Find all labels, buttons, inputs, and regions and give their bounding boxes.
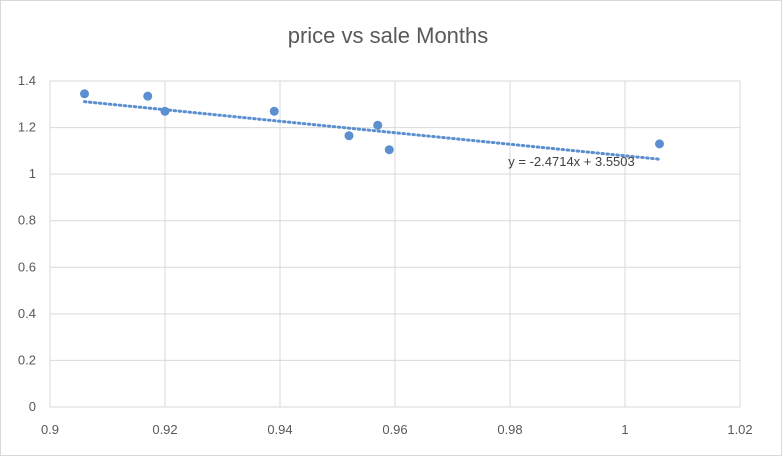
data-point (80, 89, 89, 99)
y-tick-label: 0.6 (18, 259, 36, 274)
x-tick-label: 0.96 (382, 422, 407, 437)
gridlines (49, 80, 741, 408)
x-tick-label: 0.92 (152, 422, 177, 437)
data-point (655, 139, 664, 149)
x-tick-label: 0.98 (497, 422, 522, 437)
y-tick-label: 0.2 (18, 352, 36, 367)
data-point (269, 106, 279, 116)
data-point (373, 120, 383, 130)
data-point (384, 145, 394, 155)
x-tick-label: 0.9 (41, 422, 59, 437)
x-tick-label: 0.94 (267, 422, 292, 437)
data-point (344, 131, 354, 141)
x-tick-label: 1.02 (727, 422, 752, 437)
data-point (143, 91, 153, 101)
chart-title: price vs sale Months (288, 23, 489, 48)
trendline-equation: y = -2.4714x + 3.5503 (508, 154, 634, 169)
y-tick-label: 0 (29, 399, 36, 414)
y-axis-ticks: 0 0.2 0.4 0.6 0.8 1 1.2 1.4 (18, 73, 36, 414)
trendline-group: y = -2.4714x + 3.5503 (83, 100, 661, 169)
data-point (160, 106, 170, 116)
trendline (83, 100, 661, 161)
y-tick-label: 1.4 (18, 73, 36, 88)
y-tick-label: 0.8 (18, 213, 36, 228)
y-tick-label: 0.4 (18, 306, 36, 321)
y-tick-label: 1.2 (18, 120, 36, 135)
x-axis-ticks: 0.9 0.92 0.94 0.96 0.98 1 1.02 (41, 422, 753, 437)
y-tick-label: 1 (29, 166, 36, 181)
x-tick-label: 1 (621, 422, 628, 437)
data-points (80, 89, 664, 155)
